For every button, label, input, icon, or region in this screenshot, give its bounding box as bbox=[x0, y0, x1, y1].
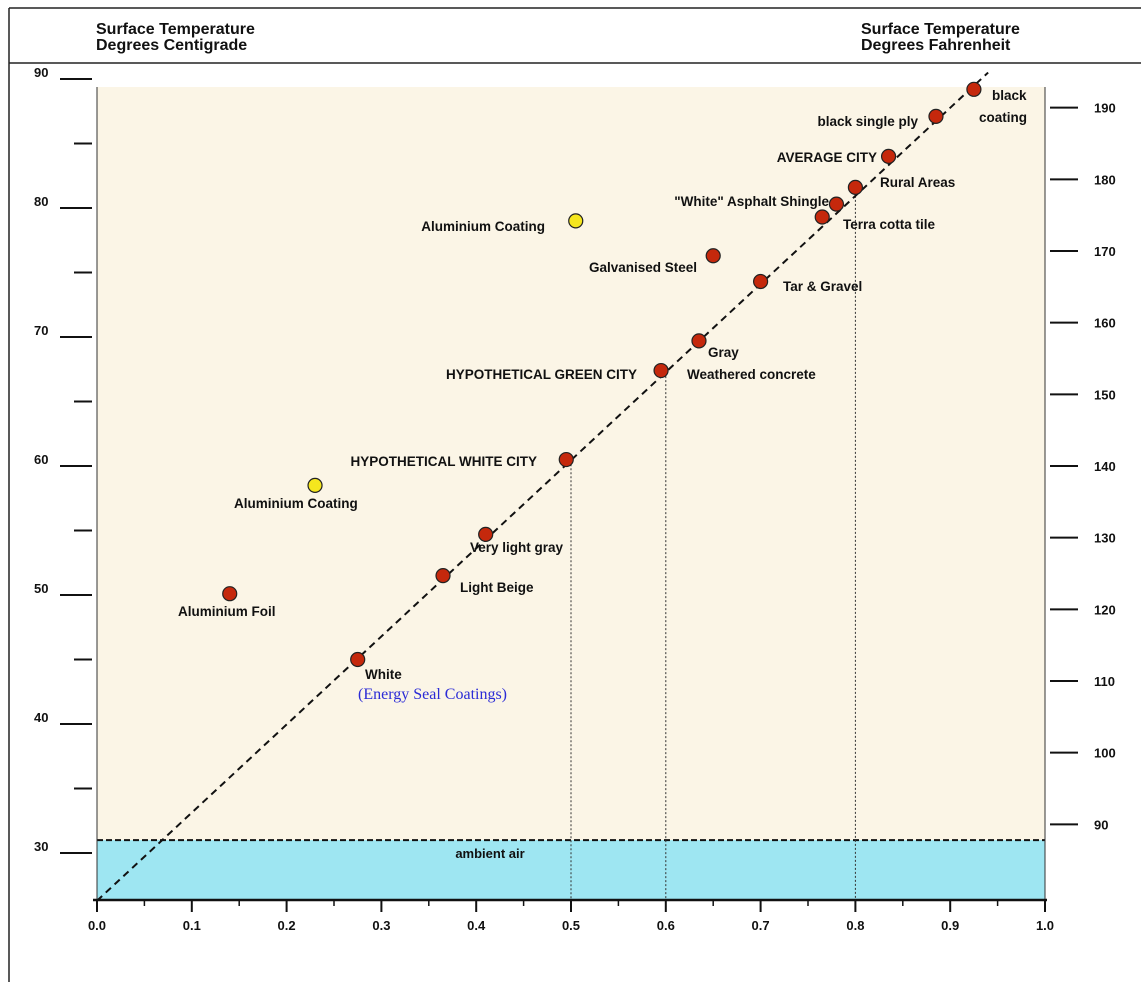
x-tick-label-9: 0.9 bbox=[941, 918, 959, 933]
data-point-9 bbox=[705, 248, 721, 264]
point-label-4: Very light gray bbox=[470, 540, 564, 555]
x-tick-label-0: 0.0 bbox=[88, 918, 106, 933]
y-left-tick-label-6: 90 bbox=[34, 65, 48, 80]
right-axis-title-line1: Surface Temperature bbox=[861, 21, 1020, 38]
y-right-tick-label-5: 140 bbox=[1094, 459, 1116, 474]
y-left-tick-label-1: 40 bbox=[34, 710, 48, 725]
x-tick-label-4: 0.4 bbox=[467, 918, 486, 933]
coating-label: coating bbox=[979, 110, 1027, 125]
point-label-7: HYPOTHETICAL GREEN CITY bbox=[446, 367, 637, 382]
x-tick-label-10: 1.0 bbox=[1036, 918, 1054, 933]
x-tick-label-2: 0.2 bbox=[278, 918, 296, 933]
data-point-2 bbox=[350, 651, 366, 668]
data-point-3 bbox=[435, 568, 451, 584]
y-left-tick-label-0: 30 bbox=[34, 839, 48, 854]
left-axis-title: Surface Temperature Degrees Centigrade bbox=[96, 22, 255, 54]
data-point-6 bbox=[568, 213, 584, 229]
y-right-tick-label-7: 160 bbox=[1094, 316, 1116, 331]
data-point-1 bbox=[307, 477, 323, 493]
data-point-11 bbox=[814, 209, 830, 225]
point-label-14: AVERAGE CITY bbox=[777, 150, 877, 165]
y-left-tick-label-5: 80 bbox=[34, 194, 48, 209]
y-left-tick-label-4: 70 bbox=[34, 323, 48, 338]
y-right-tick-label-10: 190 bbox=[1094, 101, 1116, 116]
point-label-5: HYPOTHETICAL WHITE CITY bbox=[350, 454, 537, 469]
point-label-1: Aluminium Coating bbox=[234, 496, 358, 511]
point-label-2: White bbox=[365, 667, 402, 682]
point-label-16: black bbox=[992, 88, 1027, 103]
left-axis-title-line2: Degrees Centigrade bbox=[96, 37, 248, 54]
y-right-tick-label-8: 170 bbox=[1094, 244, 1116, 259]
point-label-0: Aluminium Foil bbox=[178, 604, 276, 619]
y-left-tick-label-3: 60 bbox=[34, 452, 48, 467]
y-right-tick-label-6: 150 bbox=[1094, 387, 1116, 402]
y-right-tick-label-2: 110 bbox=[1094, 674, 1115, 689]
left-axis-title-line1: Surface Temperature bbox=[96, 21, 255, 38]
x-tick-label-6: 0.6 bbox=[657, 918, 675, 933]
point-label-12: "White" Asphalt Shingle bbox=[674, 194, 829, 209]
data-point-10 bbox=[752, 273, 769, 290]
data-point-5 bbox=[558, 451, 574, 468]
y-right-tick-label-4: 130 bbox=[1094, 531, 1116, 546]
data-point-13 bbox=[847, 179, 864, 195]
point-label-8: Gray bbox=[708, 345, 739, 360]
point-label-10: Tar & Gravel bbox=[783, 279, 862, 294]
y-right-tick-label-9: 180 bbox=[1094, 172, 1116, 187]
ambient-air-label: ambient air bbox=[455, 846, 524, 861]
x-tick-label-1: 0.1 bbox=[183, 918, 201, 933]
right-axis-title-line2: Degrees Fahrenheit bbox=[861, 37, 1011, 54]
data-point-4 bbox=[478, 526, 494, 542]
y-left-tick-label-2: 50 bbox=[34, 581, 48, 596]
x-tick-label-8: 0.8 bbox=[846, 918, 864, 933]
point-label-9: Galvanised Steel bbox=[589, 260, 697, 275]
data-point-16 bbox=[966, 81, 982, 97]
weathered-concrete-label: Weathered concrete bbox=[687, 367, 816, 382]
x-tick-label-3: 0.3 bbox=[372, 918, 390, 933]
x-tick-label-5: 0.5 bbox=[562, 918, 580, 933]
point-label-6: Aluminium Coating bbox=[421, 219, 545, 234]
data-point-14 bbox=[880, 148, 897, 164]
point-label-15: black single ply bbox=[817, 114, 918, 129]
y-right-tick-label-3: 120 bbox=[1094, 602, 1116, 617]
right-axis-title: Surface Temperature Degrees Fahrenheit bbox=[861, 22, 1020, 54]
point-label-3: Light Beige bbox=[460, 580, 534, 595]
point-label-13: Rural Areas bbox=[880, 175, 955, 190]
x-tick-label-7: 0.7 bbox=[752, 918, 770, 933]
data-point-12 bbox=[828, 196, 845, 212]
sponsor-label: (Energy Seal Coatings) bbox=[358, 686, 507, 703]
data-point-7 bbox=[653, 362, 669, 379]
y-right-tick-label-1: 100 bbox=[1094, 746, 1116, 761]
data-point-15 bbox=[928, 108, 944, 125]
y-right-tick-label-0: 90 bbox=[1094, 817, 1108, 832]
data-point-0 bbox=[222, 586, 238, 602]
data-point-8 bbox=[691, 333, 707, 349]
point-label-11: Terra cotta tile bbox=[843, 217, 936, 232]
